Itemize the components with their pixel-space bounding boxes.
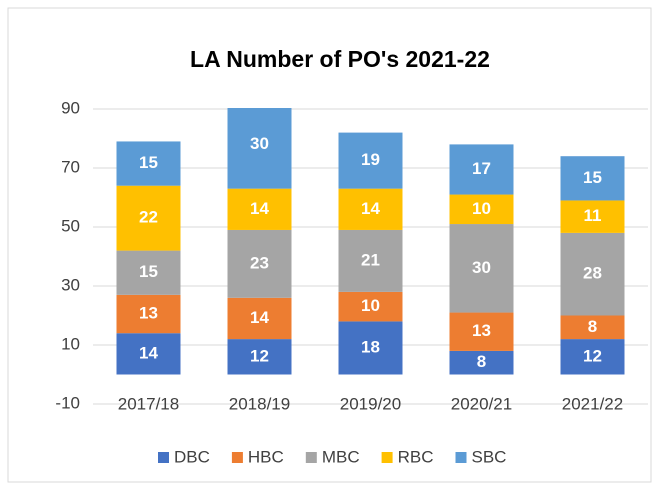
- value-label: 10: [361, 296, 380, 315]
- y-tick-label: 10: [61, 334, 80, 353]
- bar-segment: [116, 141, 181, 186]
- value-label: 8: [588, 317, 597, 336]
- legend-label: RBC: [398, 447, 434, 466]
- bar-segment: [560, 315, 625, 340]
- legend-label: MBC: [322, 447, 360, 466]
- legend-swatch: [158, 452, 169, 463]
- value-label: 18: [361, 337, 380, 356]
- bar-segment: [227, 297, 292, 340]
- value-label: 13: [472, 321, 491, 340]
- value-label: 12: [250, 346, 269, 365]
- value-label: 8: [477, 352, 486, 371]
- legend-swatch: [381, 452, 393, 463]
- value-label: 23: [250, 253, 269, 272]
- bar-segment: [116, 294, 181, 334]
- value-label: 22: [139, 208, 158, 227]
- legend-label: HBC: [248, 447, 284, 466]
- chart-title: LA Number of PO's 2021-22: [190, 46, 490, 72]
- bar-segment: [449, 312, 514, 351]
- legend-label: DBC: [174, 447, 210, 466]
- value-label: 15: [583, 168, 602, 187]
- bar-segment: [338, 321, 403, 375]
- bar-segment: [116, 185, 181, 251]
- legend-swatch: [305, 452, 317, 463]
- bar-segment: [449, 194, 514, 225]
- legend-swatch: [231, 452, 243, 463]
- bar-segment: [227, 188, 292, 230]
- x-tick-label: 2020/21: [451, 394, 512, 413]
- bar-segment: [338, 132, 403, 189]
- value-label: 14: [139, 343, 158, 362]
- bar-segment: [227, 229, 292, 298]
- value-label: 17: [472, 159, 491, 178]
- value-label: 14: [250, 308, 269, 327]
- bar-segment: [116, 250, 181, 295]
- x-tick-label: 2018/19: [229, 394, 290, 413]
- value-label: 19: [361, 150, 380, 169]
- y-tick-label: 90: [61, 98, 80, 117]
- bar-segment: [449, 224, 514, 313]
- bar-segment: [449, 144, 514, 195]
- y-tick-label: 30: [61, 275, 80, 294]
- value-label: 28: [583, 264, 602, 283]
- value-label: 14: [250, 199, 269, 218]
- value-label: 10: [472, 199, 491, 218]
- bar-segment: [338, 229, 403, 292]
- bar-segment: [227, 108, 292, 189]
- bar-segment: [338, 188, 403, 230]
- bar-segment: [116, 333, 181, 375]
- y-tick-label: -10: [55, 393, 80, 412]
- legend-swatch: [455, 452, 467, 463]
- x-tick-label: 2019/20: [340, 394, 401, 413]
- bar-segment: [449, 350, 514, 375]
- value-label: 15: [139, 153, 158, 172]
- value-label: 13: [139, 304, 158, 323]
- y-tick-label: 50: [61, 216, 80, 235]
- bar-segment: [560, 200, 625, 233]
- x-tick-label: 2021/22: [562, 394, 623, 413]
- value-label: 30: [472, 258, 491, 277]
- value-label: 21: [361, 250, 380, 269]
- y-tick-label: 70: [61, 157, 80, 176]
- value-label: 11: [584, 206, 602, 225]
- value-label: 30: [250, 134, 269, 153]
- chart-border: [7, 7, 652, 483]
- bar-segment: [560, 232, 625, 316]
- legend-label: SBC: [472, 447, 507, 466]
- bar-segment: [560, 156, 625, 201]
- x-tick-label: 2017/18: [118, 394, 179, 413]
- value-label: 15: [139, 262, 158, 281]
- value-label: 14: [361, 199, 380, 218]
- bar-segment: [338, 291, 403, 322]
- value-label: 12: [583, 346, 602, 365]
- bar-segment: [560, 339, 625, 375]
- bar-segment: [227, 339, 292, 375]
